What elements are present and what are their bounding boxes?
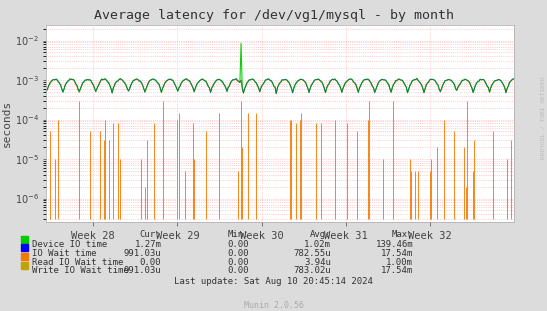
Text: IO Wait time: IO Wait time <box>32 249 96 258</box>
Text: 1.27m: 1.27m <box>135 240 161 249</box>
Text: Average latency for /dev/vg1/mysql - by month: Average latency for /dev/vg1/mysql - by … <box>94 9 453 22</box>
Text: Min:: Min: <box>228 230 249 239</box>
Text: 991.03u: 991.03u <box>124 249 161 258</box>
Text: 782.55u: 782.55u <box>293 249 331 258</box>
Text: 1.02m: 1.02m <box>304 240 331 249</box>
Text: Write IO Wait time: Write IO Wait time <box>32 266 129 275</box>
Text: 139.46m: 139.46m <box>375 240 413 249</box>
Text: 1.00m: 1.00m <box>386 258 413 267</box>
Text: 0.00: 0.00 <box>228 266 249 275</box>
Text: 783.02u: 783.02u <box>293 266 331 275</box>
Text: 991.03u: 991.03u <box>124 266 161 275</box>
Text: Avg:: Avg: <box>310 230 331 239</box>
Y-axis label: seconds: seconds <box>2 100 12 147</box>
Text: Max:: Max: <box>392 230 413 239</box>
Text: Munin 2.0.56: Munin 2.0.56 <box>243 301 304 310</box>
Text: RRDTOOL / TOBI OETIKER: RRDTOOL / TOBI OETIKER <box>541 77 546 160</box>
Text: Device IO time: Device IO time <box>32 240 107 249</box>
Text: 17.54m: 17.54m <box>381 249 413 258</box>
Text: Last update: Sat Aug 10 20:45:14 2024: Last update: Sat Aug 10 20:45:14 2024 <box>174 277 373 286</box>
Text: 0.00: 0.00 <box>228 258 249 267</box>
Text: 0.00: 0.00 <box>228 240 249 249</box>
Text: 0.00: 0.00 <box>228 249 249 258</box>
Text: Cur:: Cur: <box>140 230 161 239</box>
Text: Read IO Wait time: Read IO Wait time <box>32 258 123 267</box>
Text: 0.00: 0.00 <box>140 258 161 267</box>
Text: 17.54m: 17.54m <box>381 266 413 275</box>
Text: 3.94u: 3.94u <box>304 258 331 267</box>
